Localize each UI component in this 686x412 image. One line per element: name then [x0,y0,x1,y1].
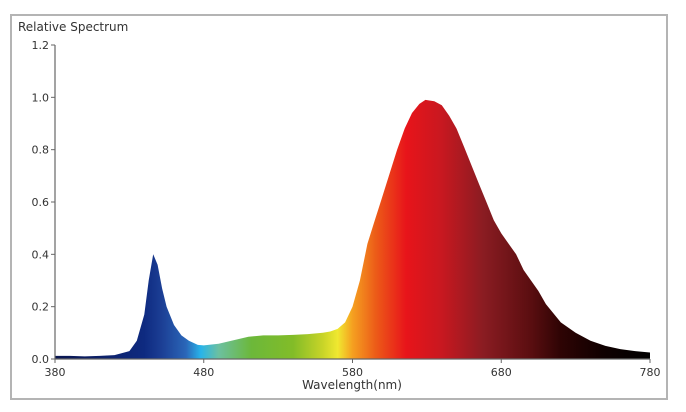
y-tick-label: 0.2 [32,301,50,314]
y-tick-label: 1.0 [32,91,50,104]
chart-title: Relative Spectrum [18,20,128,34]
y-tick-label: 0.4 [32,248,50,261]
y-tick-label: 0.0 [32,353,50,366]
x-axis-label: Wavelength(nm) [302,378,402,392]
x-tick-label: 580 [342,366,363,379]
x-tick-label: 680 [491,366,512,379]
x-tick-label: 780 [640,366,661,379]
y-tick-label: 0.8 [32,144,50,157]
spectrum-area [55,99,650,360]
y-tick-label: 1.2 [32,39,50,52]
x-tick-label: 480 [193,366,214,379]
x-tick-label: 380 [45,366,66,379]
chart-frame [10,14,668,400]
y-tick-label: 0.6 [32,196,50,209]
